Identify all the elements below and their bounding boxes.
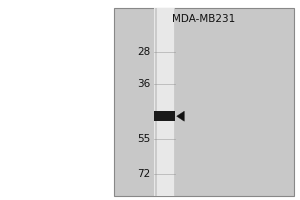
Text: 36: 36 [137,79,151,89]
Polygon shape [177,111,184,121]
Text: MDA-MB231: MDA-MB231 [172,14,236,24]
Bar [154,8,175,196]
Text: 55: 55 [137,134,151,144]
Text: 72: 72 [137,169,151,179]
Bar [174,8,175,196]
Bar [114,8,294,196]
Bar [155,8,157,196]
Bar [154,111,175,121]
Text: 28: 28 [137,47,151,57]
